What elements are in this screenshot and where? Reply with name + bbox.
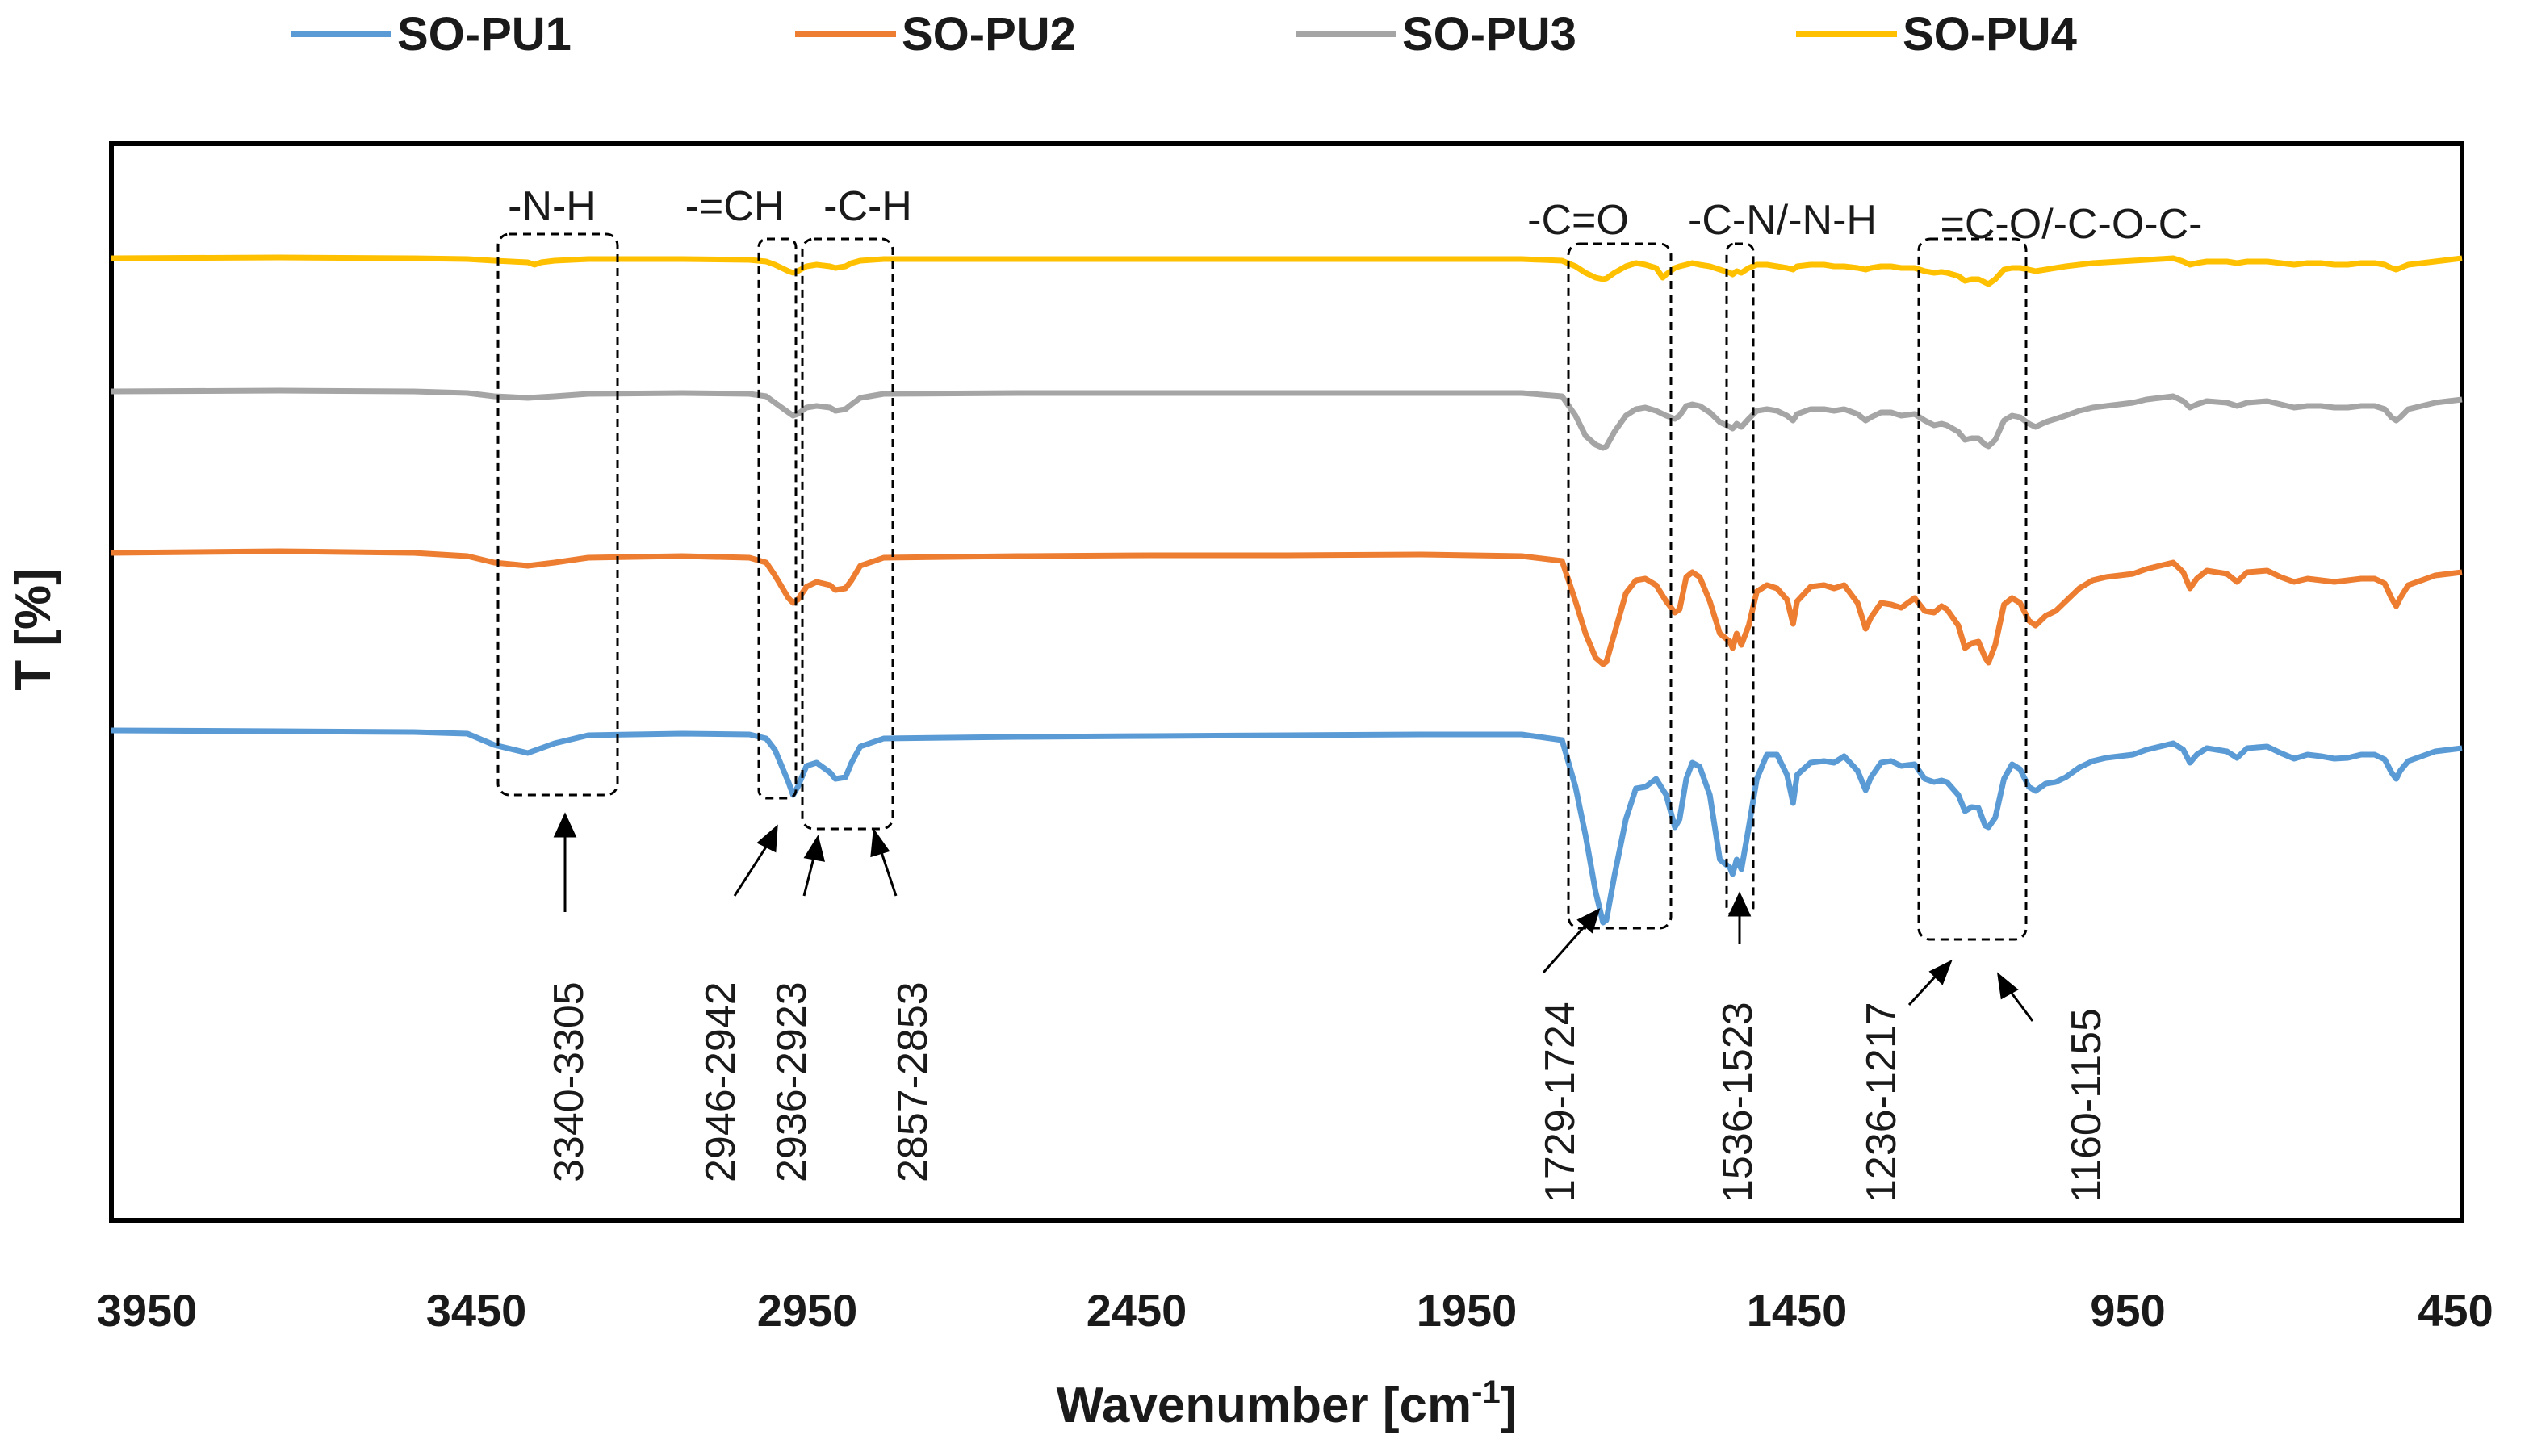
y-axis-title: T [%] <box>6 568 61 691</box>
x-axis-title: Wavenumber [cm-1] <box>1057 1374 1518 1433</box>
x-tick-label: 450 <box>2418 1285 2493 1336</box>
legend-item-so-pu3: SO-PU3 <box>1296 8 1576 61</box>
ann-value-2857-2853: 2857-2853 <box>890 981 936 1182</box>
x-tick-label: 2450 <box>1087 1285 1187 1336</box>
annotation-values: 3340-3305 2946-2942 2936-2923 2857-2853 … <box>546 981 2110 1203</box>
arrow-2946-2942 <box>733 839 773 897</box>
annotation-boxes <box>496 232 2028 941</box>
annotation-arrows <box>553 812 2034 1022</box>
series-line-so-pu4 <box>111 254 2463 287</box>
x-axis-title-main: Wavenumber [cm <box>1057 1378 1472 1433</box>
arrowhead-1729-1724 <box>1576 908 1601 934</box>
x-tick-label: 950 <box>2090 1285 2165 1336</box>
box-c-n <box>1725 242 1755 917</box>
x-tick-label: 1450 <box>1747 1285 1848 1336</box>
series-line-so-pu2 <box>111 548 2463 667</box>
box-c-o-carbonyl <box>1567 242 1673 930</box>
arrowhead-2936-2923 <box>803 835 826 862</box>
legend-label-so-pu3: SO-PU3 <box>1402 8 1576 61</box>
ann-label-c-h: -C-H <box>823 183 912 230</box>
box-c-o-ether <box>1917 237 2028 941</box>
x-tick-label: 3450 <box>426 1285 527 1336</box>
arrowhead-2946-2942 <box>756 824 778 853</box>
legend-label-so-pu1: SO-PU1 <box>397 8 572 61</box>
x-tick-label: 2950 <box>757 1285 858 1336</box>
series-line-so-pu3 <box>111 387 2463 451</box>
ann-value-1236-1217: 1236-1217 <box>1858 1002 1905 1203</box>
plot-frame <box>109 141 2464 1223</box>
ann-value-3340-3305: 3340-3305 <box>546 981 592 1182</box>
legend: SO-PU1 SO-PU2 SO-PU3 SO-PU4 <box>291 8 2077 61</box>
box-ch-alkene <box>757 237 798 800</box>
ann-label-c-o-carbonyl: -C=O <box>1527 197 1629 244</box>
annotation-labels: -N-H -=CH -C-H -C=O -C-N/-N-H =C-O/-C-O-… <box>508 183 2202 248</box>
ann-label-n-h: -N-H <box>508 183 597 230</box>
ann-value-1729-1724: 1729-1724 <box>1537 1002 1584 1203</box>
box-n-h <box>496 232 619 797</box>
arrowhead-1160-1155 <box>1996 972 2019 1000</box>
x-tick-label: 3950 <box>97 1285 198 1336</box>
arrowhead-3340-3305 <box>553 812 577 838</box>
ann-label-c-n: -C-N/-N-H <box>1688 197 1877 244</box>
series-group <box>111 254 2463 926</box>
ann-value-2936-2923: 2936-2923 <box>768 981 815 1182</box>
ann-value-1160-1155: 1160-1155 <box>2063 1008 2110 1203</box>
arrow-1160-1155 <box>2007 988 2034 1022</box>
legend-label-so-pu2: SO-PU2 <box>902 8 1076 61</box>
arrowhead-2857-2853 <box>870 827 890 858</box>
arrow-1729-1724 <box>1542 921 1590 973</box>
legend-item-so-pu1: SO-PU1 <box>291 8 572 61</box>
arrow-1236-1217 <box>1907 971 1941 1006</box>
legend-item-so-pu4: SO-PU4 <box>1796 8 2077 61</box>
ann-label-c-o-ether: =C-O/-C-O-C- <box>1941 201 2203 248</box>
x-axis-title-superscript: -1 <box>1472 1374 1501 1410</box>
x-axis-ticks: 3950 3450 2950 2450 1950 1450 950 450 <box>97 1285 2493 1336</box>
ann-label-ch-alkene: -=CH <box>685 183 785 230</box>
arrowhead-1536-1523 <box>1727 891 1752 917</box>
arrow-2857-2853 <box>878 847 898 897</box>
legend-label-so-pu4: SO-PU4 <box>1903 8 2077 61</box>
arrowhead-1236-1217 <box>1928 959 1953 985</box>
box-c-h <box>801 237 894 831</box>
series-line-so-pu1 <box>111 727 2463 926</box>
legend-item-so-pu2: SO-PU2 <box>795 8 1076 61</box>
ann-value-2946-2942: 2946-2942 <box>697 981 744 1182</box>
x-axis-title-suffix: ] <box>1501 1378 1518 1433</box>
ann-value-1536-1523: 1536-1523 <box>1715 1002 1761 1203</box>
x-tick-label: 1950 <box>1417 1285 1518 1336</box>
